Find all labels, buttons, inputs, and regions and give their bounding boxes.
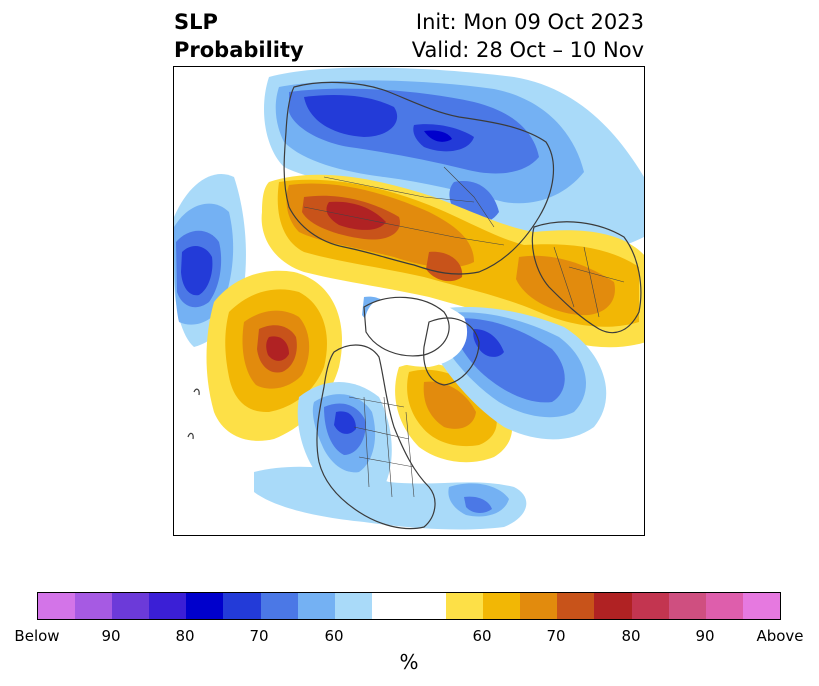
anomaly-contour-blue_75	[181, 245, 213, 296]
valid-range: Valid: 28 Oct – 10 Nov	[411, 38, 644, 62]
colorbar-cell-14	[557, 593, 595, 619]
colorbar-cell-15	[594, 593, 632, 619]
borders	[303, 166, 625, 498]
probability-colorbar	[37, 592, 781, 620]
coastlines	[187, 81, 642, 530]
colorbar-cell-17	[668, 593, 706, 619]
anomaly-contour-blue_light	[254, 466, 527, 530]
colorbar-cell-9	[371, 593, 409, 619]
title-type: Probability	[174, 38, 304, 62]
init-date: Init: Mon 09 Oct 2023	[415, 10, 644, 34]
colorbar-cell-8	[334, 593, 372, 619]
colorbar-cell-12	[483, 593, 521, 619]
anomaly-contour-blue_75	[473, 329, 504, 357]
colorbar-cell-5	[223, 593, 261, 619]
negative-region-north-america-west	[297, 382, 392, 493]
colorbar-cell-6	[260, 593, 298, 619]
colorbar-cell-16	[631, 593, 669, 619]
colorbar-unit-label: %	[399, 650, 419, 674]
colorbar-tick-label: 90	[695, 627, 715, 645]
colorbar-tick-label: 80	[175, 627, 195, 645]
colorbar-cell-1	[75, 593, 113, 619]
colorbar-tick-label: 90	[101, 627, 121, 645]
negative-region-north	[264, 67, 644, 253]
colorbar-tick-label: 70	[249, 627, 269, 645]
title-variable: SLP	[174, 10, 218, 34]
colorbar-cell-18	[705, 593, 743, 619]
negative-region-south	[254, 466, 527, 530]
probability-map	[173, 66, 645, 536]
colorbar-tick-label: Above	[756, 627, 804, 645]
colorbar-cell-19	[742, 593, 780, 619]
colorbar-cell-7	[297, 593, 335, 619]
colorbar-cell-4	[186, 593, 224, 619]
polar-map-canvas	[174, 67, 644, 535]
anomaly-contour-orange_65	[423, 381, 476, 429]
colorbar-cell-11	[446, 593, 484, 619]
map-title-left: SLP Probability	[174, 8, 304, 64]
colorbar-cell-0	[38, 593, 76, 619]
colorbar-tick-label: Below	[14, 627, 60, 645]
map-title-right: Init: Mon 09 Oct 2023 Valid: 28 Oct – 10…	[412, 8, 644, 64]
anomaly-contour-blue_70	[464, 496, 492, 513]
colorbar-tick-label: 60	[472, 627, 492, 645]
anomaly-contour-orange_65	[516, 255, 615, 316]
anomaly-contour-blue_75	[304, 95, 398, 137]
anomaly-contour-white	[364, 297, 468, 367]
anomaly-contour-blue_80	[424, 130, 452, 142]
colorbar-tick-label: 80	[621, 627, 641, 645]
colorbar-cell-13	[520, 593, 558, 619]
anomaly-contour-blue_75	[334, 411, 356, 434]
anomaly-contour-red_75	[266, 336, 289, 361]
colorbar-cell-2	[112, 593, 150, 619]
colorbar-cell-3	[149, 593, 187, 619]
colorbar-cell-10	[408, 593, 447, 619]
colorbar-tick-label: 70	[546, 627, 566, 645]
anomaly-contour-red_75	[326, 201, 386, 230]
neutral-region-arctic	[364, 297, 468, 367]
colorbar-tick-label: 60	[324, 627, 344, 645]
